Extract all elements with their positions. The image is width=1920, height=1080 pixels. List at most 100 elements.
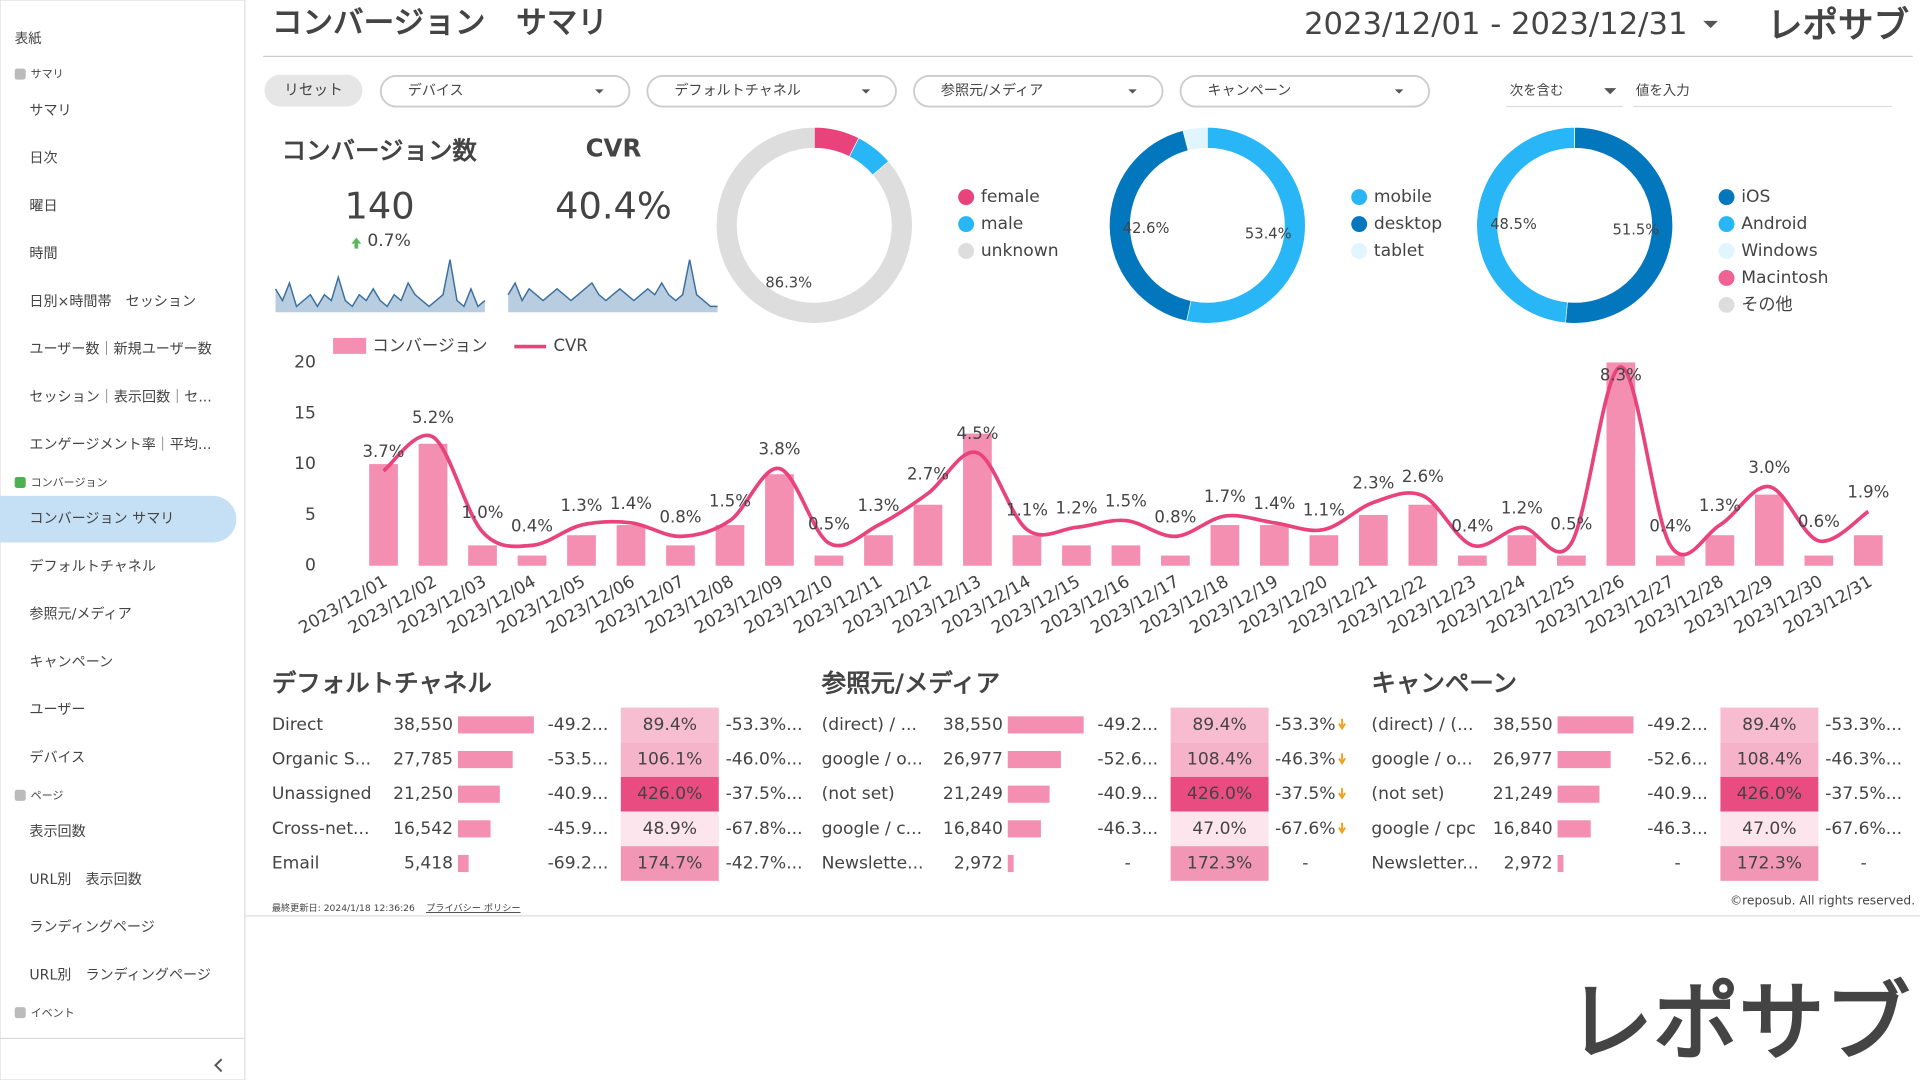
match-select[interactable]: 次を含む <box>1510 83 1564 99</box>
sidebar-item[interactable]: デバイス <box>29 749 85 766</box>
data-label: 0.4% <box>1451 517 1493 536</box>
sidebar-item[interactable]: URL別 表示回数 <box>29 872 141 888</box>
section-icon <box>14 1007 26 1019</box>
bar <box>864 535 893 566</box>
sidebar-item[interactable]: 参照元/メディア <box>29 606 131 623</box>
privacy-link[interactable]: プライバシー ポリシー <box>426 903 520 914</box>
filter-dropdown[interactable] <box>1179 75 1431 108</box>
bar <box>418 443 448 566</box>
sparkline <box>274 259 486 308</box>
sidebar-item[interactable]: 表示回数 <box>29 824 85 840</box>
heat-cell <box>620 776 719 812</box>
heat-cell <box>1720 742 1819 777</box>
sidebar-item[interactable]: 日別×時間帯 セッション <box>29 294 196 310</box>
table-cell: 16,840 <box>943 819 1003 839</box>
table-bar <box>1557 716 1634 734</box>
sidebar-item[interactable]: ランディングページ <box>29 919 154 936</box>
data-label: 0.6% <box>1798 512 1840 531</box>
table-cell: -52.6... <box>1647 750 1708 770</box>
table-bar <box>457 716 534 734</box>
table-bar <box>1007 854 1014 873</box>
data-label: 1.5% <box>709 492 751 511</box>
section-title: ページ <box>31 789 64 802</box>
filter-label[interactable]: デフォルトチャネル <box>674 82 801 99</box>
data-label: 8.3% <box>1600 365 1642 384</box>
table-cell: 27,785 <box>393 750 453 770</box>
sidebar-item[interactable]: 時間 <box>29 246 57 262</box>
table-cell: 2,972 <box>1504 854 1553 874</box>
table-cell: 174.7% <box>637 854 702 874</box>
sidebar-item[interactable]: エンゲージメント率｜平均... <box>29 436 211 453</box>
bar <box>1507 535 1537 566</box>
y-tick-label: 15 <box>294 403 316 423</box>
sidebar-item[interactable]: セッション｜表示回数｜セ... <box>29 388 211 405</box>
filter-label[interactable]: キャンペーン <box>1207 83 1291 99</box>
trend-arrow <box>1338 718 1346 731</box>
sidebar-cover[interactable]: 表紙 <box>15 31 42 47</box>
table-bar <box>1557 785 1600 803</box>
donut-segment <box>1182 127 1208 151</box>
legend-label: female <box>981 187 1040 207</box>
table-cell: 16,542 <box>393 819 453 839</box>
sidebar-item[interactable]: ユーザー数｜新規ユーザー数 <box>29 341 211 358</box>
table-title: 参照元/メディア <box>821 668 1001 697</box>
table-bar <box>457 854 469 873</box>
reset-label[interactable]: リセット <box>284 82 343 99</box>
data-label: 1.4% <box>610 494 652 513</box>
filter-dropdown[interactable] <box>646 75 897 108</box>
table-cell: Email <box>272 854 320 874</box>
heat-cell <box>620 846 719 881</box>
sidebar-item[interactable]: ユーザー <box>29 702 85 718</box>
donut-label: 48.5% <box>1490 216 1537 233</box>
sidebar-item[interactable]: 日次 <box>29 151 57 167</box>
donut-label: 51.5% <box>1613 222 1660 239</box>
filter-input[interactable]: 値を入力 <box>1636 83 1690 99</box>
table-cell: 89.4% <box>643 715 697 735</box>
filter-dropdown[interactable] <box>913 75 1164 108</box>
heat-cell <box>1170 776 1269 812</box>
table-cell: -40.9... <box>1647 784 1708 804</box>
sidebar-item[interactable]: コンバージョン サマリ <box>29 511 174 527</box>
sidebar-item[interactable]: URL別 ランディングページ <box>29 966 211 983</box>
bar <box>1853 535 1883 566</box>
table-cell: google / o... <box>1371 750 1472 770</box>
collapse-button[interactable] <box>214 1058 223 1073</box>
sidebar-item[interactable]: 曜日 <box>29 198 57 214</box>
date-range[interactable]: 2023/12/01 - 2023/12/31 <box>1304 7 1687 42</box>
data-label: 3.8% <box>758 440 800 459</box>
data-label: 1.3% <box>561 496 603 515</box>
y-tick-label: 10 <box>294 454 316 474</box>
filter-dropdown[interactable] <box>379 75 631 108</box>
legend-label: Android <box>1741 214 1807 234</box>
dropdown-icon <box>861 89 871 94</box>
filter-label[interactable]: デバイス <box>408 82 464 99</box>
bar <box>1557 555 1586 566</box>
trend-arrow <box>1338 788 1346 800</box>
table-cell: -46.3... <box>1097 819 1158 839</box>
bar <box>1309 535 1339 566</box>
filter-label[interactable]: 参照元/メディア <box>941 82 1043 99</box>
legend-swatch <box>333 337 367 354</box>
reset-button[interactable] <box>264 74 363 107</box>
active-item-bg <box>0 495 237 543</box>
table-cell: -49.2... <box>548 715 609 735</box>
legend-label: その他 <box>1741 295 1792 315</box>
sidebar-item[interactable]: サマリ <box>29 103 71 119</box>
date-dropdown-icon[interactable] <box>1703 20 1718 29</box>
table-cell: Newsletter... <box>1371 854 1478 874</box>
heat-cell <box>1720 707 1819 743</box>
table-cell: -67.6% <box>1275 819 1336 839</box>
section-icon <box>14 476 26 488</box>
data-label: 2.6% <box>1402 467 1444 486</box>
bar <box>517 555 547 566</box>
heat-cell <box>1720 846 1819 881</box>
table-cell: 172.3% <box>1187 854 1252 874</box>
section-icon <box>14 68 26 80</box>
sidebar-item[interactable]: キャンペーン <box>29 654 113 670</box>
table-cell: -53.3%... <box>726 715 803 735</box>
table-cell: -40.9... <box>548 784 609 804</box>
section-icon <box>14 789 26 801</box>
sidebar-item[interactable]: デフォルトチャネル <box>29 558 156 575</box>
